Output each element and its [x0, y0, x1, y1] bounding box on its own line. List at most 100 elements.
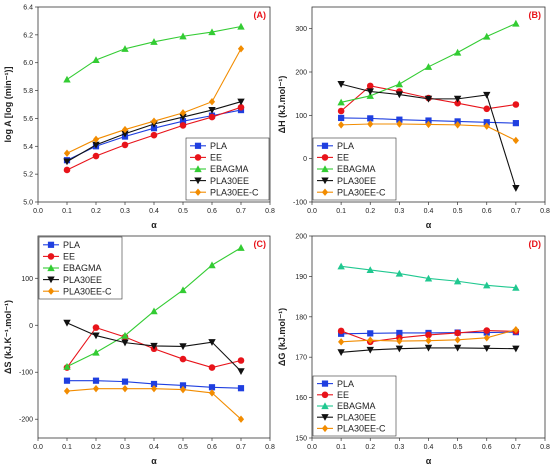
data-point: [338, 338, 345, 346]
data-point: [121, 331, 129, 339]
y-tick-label: 100: [21, 276, 33, 283]
legend-label: EBAGMA: [337, 164, 376, 174]
data-point: [237, 98, 245, 106]
data-point: [424, 63, 433, 70]
y-tick-label: 5.6: [23, 116, 33, 123]
data-point: [63, 319, 71, 327]
data-point: [237, 103, 245, 111]
y-tick-label: 6.2: [23, 32, 33, 39]
data-point: [208, 389, 216, 397]
legend-item: PLA30EE-C: [317, 187, 386, 197]
legend-item: PLA: [317, 379, 354, 389]
x-axis-title: α: [151, 220, 157, 230]
legend-label: PLA30EE: [337, 412, 376, 422]
y-tick-label: -100: [293, 200, 307, 207]
x-tick-label: 0.5: [453, 444, 463, 451]
data-point: [179, 122, 187, 129]
x-tick-label: 0.4: [424, 444, 434, 451]
data-point: [179, 286, 187, 294]
legend-label: PLA30EE-C: [210, 187, 259, 197]
data-point: [483, 327, 491, 334]
x-tick-label: 0.6: [207, 444, 217, 451]
data-point: [366, 92, 374, 99]
legend-label: EBAGMA: [63, 263, 102, 273]
legend-item: PLA30EE-C: [43, 286, 112, 296]
data-series: [63, 377, 245, 392]
data-point: [483, 334, 490, 342]
legend-marker: [47, 287, 55, 295]
x-axis-title: α: [426, 456, 432, 466]
data-point: [63, 387, 71, 395]
data-point: [396, 329, 403, 337]
data-point: [92, 324, 100, 331]
panel-label: (C): [254, 239, 267, 249]
panel-label: (B): [529, 10, 542, 20]
legend-item: PLA30EE: [43, 275, 102, 285]
data-point: [179, 113, 187, 121]
x-tick-label: 0.8: [265, 208, 275, 215]
legend-label: PLA30EE-C: [337, 424, 386, 434]
series-line: [66, 388, 242, 420]
data-point: [366, 346, 374, 354]
data-point: [121, 339, 129, 347]
data-point: [63, 75, 71, 83]
x-tick-label: 0.7: [511, 444, 521, 451]
data-series: [63, 103, 245, 174]
data-point: [337, 327, 345, 335]
x-tick-label: 0.4: [149, 208, 159, 215]
legend-marker: [321, 380, 329, 387]
y-tick-label: 6.0: [23, 60, 33, 67]
chart-panel: 0.0 0.1 0.2 0.3 0.4 0.5 0.6 0.7 0.8 -100 0 100 200 30…: [277, 6, 550, 230]
data-point: [512, 326, 519, 334]
legend-label: PLA30EE: [63, 275, 102, 285]
legend-marker: [321, 391, 329, 399]
chart-panel: 0.0 0.1 0.2 0.3 0.4 0.5 0.6 0.7 0.8 150 160 170 180 1…: [277, 234, 550, 467]
data-point: [483, 122, 490, 130]
data-point: [63, 158, 71, 166]
chart-panel: 0.0 0.1 0.2 0.3 0.4 0.5 0.6 0.7 0.8 5.0 5.2 5.4 5.6 5…: [3, 5, 275, 231]
y-tick-label: 5.4: [23, 144, 33, 151]
panel-label: (A): [254, 10, 267, 20]
data-point: [208, 106, 216, 114]
data-point: [425, 117, 432, 124]
data-point: [396, 337, 403, 345]
y-tick-label: 180: [295, 314, 307, 321]
x-tick-label: 0.6: [207, 208, 217, 215]
legend-item: EBAGMA: [190, 164, 249, 174]
y-tick-label: 5.2: [23, 172, 33, 179]
y-tick-label: 300: [295, 26, 307, 33]
data-point: [92, 56, 100, 64]
data-point: [367, 336, 374, 344]
data-point: [150, 38, 158, 45]
y-tick-label: 190: [295, 274, 307, 281]
y-tick-label: 160: [295, 395, 307, 402]
data-point: [63, 377, 71, 384]
data-point: [337, 98, 345, 106]
data-point: [208, 28, 216, 36]
x-tick-label: 0.6: [482, 208, 492, 215]
data-point: [453, 344, 462, 352]
legend-label: EE: [337, 390, 349, 400]
data-point: [208, 339, 216, 346]
data-point: [366, 88, 374, 96]
data-point: [483, 91, 491, 99]
data-point: [483, 345, 491, 353]
x-tick-label: 0.3: [395, 444, 405, 451]
data-point: [512, 136, 519, 145]
legend-marker: [321, 402, 329, 410]
y-tick-label: 0: [303, 156, 307, 163]
data-point: [179, 109, 187, 117]
legend-item: EBAGMA: [317, 164, 376, 174]
data-point: [454, 336, 461, 344]
legend-label: EE: [337, 153, 349, 163]
y-axis-title: ΔG (kJ.mol⁻¹): [277, 308, 287, 366]
x-tick-label: 0.2: [365, 444, 375, 451]
data-point: [367, 330, 374, 337]
data-point: [367, 115, 374, 122]
data-point: [395, 80, 404, 88]
data-series: [63, 45, 245, 157]
data-point: [483, 119, 490, 126]
legend-item: EE: [317, 153, 349, 163]
